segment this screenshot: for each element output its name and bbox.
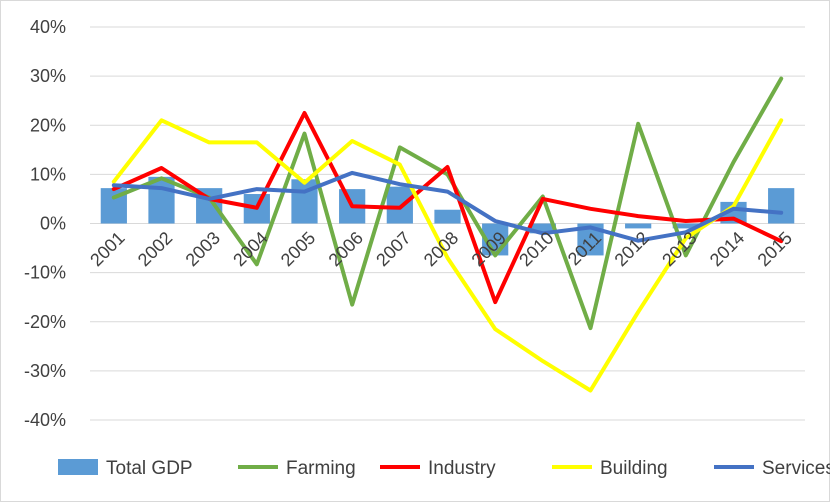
line-industry [111, 111, 784, 305]
bar-2008 [434, 209, 461, 224]
x-axis-ticks: 2001 2002 2003 2004 2005 2006 2007 2008 2009 2010… [86, 228, 796, 270]
y-tick-label: 0% [40, 214, 66, 234]
y-tick-label: 30% [30, 66, 66, 86]
legend-swatch [58, 459, 98, 475]
bar-2007 [386, 186, 413, 224]
line-building [111, 118, 784, 393]
line-series [111, 76, 784, 393]
bar-2012 [625, 223, 652, 229]
y-tick-label: -40% [24, 410, 66, 430]
y-tick-label: 10% [30, 164, 66, 184]
bar-2002 [148, 176, 175, 224]
x-tick-label: 2007 [372, 228, 414, 270]
x-tick-label: 2008 [420, 228, 462, 270]
x-tick-label: 2003 [182, 228, 224, 270]
x-tick-label: 2015 [754, 228, 796, 270]
bar-2015 [768, 188, 795, 224]
legend-label: Building [600, 458, 668, 479]
legend-label: Services [762, 458, 830, 479]
y-tick-label: -10% [24, 263, 66, 283]
bar-2010 [529, 223, 556, 234]
bar-2013 [672, 223, 699, 229]
y-tick-label: -30% [24, 361, 66, 381]
x-tick-label: 2014 [706, 228, 748, 270]
y-axis-ticks: -40% -30% -20% -10% 0% 10% 20% 30% 40% [24, 17, 66, 430]
y-tick-label: 20% [30, 115, 66, 135]
y-tick-label: -20% [24, 312, 66, 332]
legend-label: Total GDP [106, 458, 193, 479]
legend-label: Industry [428, 458, 496, 479]
line-farming [111, 76, 784, 331]
legend: Total GDP Farming Industry Building Services [58, 458, 830, 479]
x-tick-label: 2002 [134, 228, 176, 270]
line-services [111, 170, 784, 243]
y-tick-label: 40% [30, 17, 66, 37]
bar-series-total-gdp [100, 176, 795, 256]
x-tick-label: 2001 [86, 228, 128, 270]
x-tick-label: 2005 [277, 228, 319, 270]
legend-label: Farming [286, 458, 356, 479]
